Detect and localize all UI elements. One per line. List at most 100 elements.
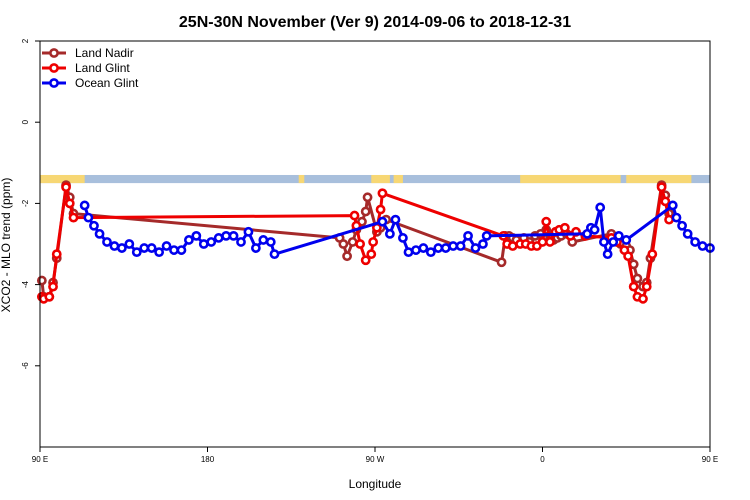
series-point	[433, 243, 444, 253]
series-point	[269, 249, 280, 260]
series-point	[154, 247, 165, 258]
legend-label: Land Nadir	[75, 46, 134, 60]
series-point	[470, 243, 481, 253]
series-point	[64, 198, 75, 209]
legend-item: Land Glint	[42, 61, 130, 75]
chart-title: 25N-30N November (Ver 9) 2014-09-06 to 2…	[179, 14, 571, 31]
land-band-segment	[371, 174, 390, 184]
series-point	[44, 291, 55, 302]
series-point	[496, 257, 507, 268]
series-point	[478, 239, 488, 249]
series-point	[206, 237, 217, 247]
series-point	[146, 243, 157, 253]
series-point	[265, 237, 276, 247]
series-point	[602, 249, 613, 260]
series-point	[191, 230, 202, 241]
series-point	[176, 245, 187, 255]
series-point	[221, 230, 232, 241]
series-point	[94, 228, 105, 239]
series-point	[169, 245, 179, 255]
series-0	[36, 180, 674, 302]
series-point	[671, 212, 682, 223]
series-point	[347, 237, 358, 247]
y-tick-label: -2	[21, 199, 30, 207]
legend-label: Land Glint	[75, 61, 130, 75]
series-point	[638, 293, 648, 304]
series-point	[398, 233, 408, 243]
series-point	[36, 275, 47, 286]
land-band-segment	[626, 174, 692, 184]
series-point	[682, 228, 693, 239]
series-point	[228, 230, 239, 241]
series-point	[418, 243, 429, 253]
series-point	[545, 237, 555, 247]
series-point	[377, 216, 388, 227]
series-point	[368, 237, 379, 247]
series-point	[613, 230, 624, 241]
series-point	[664, 214, 674, 225]
series-point	[183, 235, 194, 245]
legend-marker	[49, 48, 59, 58]
x-tick-label: 90 E	[32, 455, 48, 464]
series-point	[213, 233, 224, 243]
series-point	[68, 212, 79, 223]
series-point	[83, 212, 94, 223]
series-point	[390, 214, 401, 225]
series-point	[641, 281, 652, 292]
series-2	[79, 200, 715, 260]
series-point	[690, 237, 701, 247]
series-point	[541, 216, 552, 227]
series-point	[89, 220, 99, 231]
y-axis-label: XCO2 - MLO trend (ppm)	[0, 178, 13, 313]
series-point	[355, 239, 366, 249]
series-point	[403, 247, 414, 258]
series-point	[448, 241, 459, 251]
series-point	[537, 237, 548, 247]
series-point	[109, 241, 120, 251]
legend-item: Land Nadir	[42, 46, 134, 60]
series-point	[362, 192, 373, 203]
series-point	[124, 239, 135, 249]
series-point	[48, 281, 58, 292]
legend-marker	[49, 78, 59, 88]
legend-label: Ocean Glint	[75, 76, 139, 90]
series-point	[198, 239, 209, 249]
series-point	[349, 210, 360, 221]
series-point	[656, 182, 667, 193]
series-point	[623, 251, 634, 262]
x-axis-label: Longitude	[349, 477, 402, 491]
axes: 90 E 180 90 W 0 90 E 2 0 -2 -4 -6	[21, 38, 718, 464]
land-band-segment	[393, 174, 403, 184]
series-point	[139, 243, 150, 253]
series-point	[131, 247, 142, 258]
series-point	[342, 251, 352, 262]
y-tick-label: -4	[21, 280, 30, 288]
legend-item: Ocean Glint	[42, 76, 139, 90]
series-point	[61, 182, 71, 193]
series-point	[79, 200, 90, 211]
series-point	[366, 249, 377, 260]
series-point	[481, 230, 492, 241]
series-point	[507, 241, 518, 251]
legend-marker	[49, 63, 59, 73]
series-point	[595, 202, 606, 213]
series-layer	[36, 180, 715, 304]
land-band-segment	[520, 174, 621, 184]
y-tick-label: -6	[21, 362, 30, 370]
series-point	[440, 243, 451, 253]
y-tick-label: 2	[21, 38, 30, 43]
series-point	[258, 235, 269, 245]
series-point	[116, 243, 127, 253]
series-point	[250, 243, 261, 253]
series-point	[455, 241, 466, 251]
series-point	[425, 247, 436, 258]
series-point	[599, 237, 609, 247]
x-tick-label: 0	[540, 455, 545, 464]
series-point	[51, 249, 62, 260]
series-point	[677, 220, 687, 231]
land-band-segment	[298, 174, 305, 184]
series-point	[608, 237, 619, 247]
series-point	[375, 204, 386, 215]
series-point	[102, 237, 112, 247]
